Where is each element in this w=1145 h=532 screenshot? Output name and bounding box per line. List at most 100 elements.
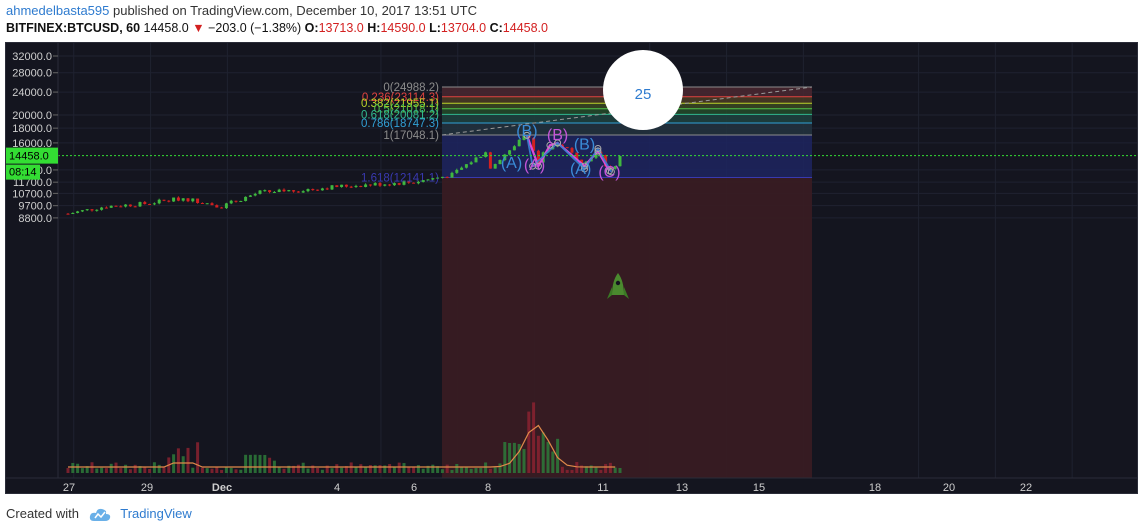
high-label: H:: [367, 21, 381, 35]
open-label: O:: [304, 21, 319, 35]
candle-body: [292, 190, 296, 192]
candle-body: [488, 152, 492, 169]
candle-body: [474, 157, 478, 163]
volume-bar: [589, 465, 593, 473]
candle-body: [234, 200, 238, 202]
volume-bar: [469, 468, 473, 473]
candle-body: [354, 185, 358, 187]
candle-body: [119, 206, 123, 208]
time-tick-label: 4: [334, 482, 340, 493]
volume-bar: [392, 466, 396, 473]
volume-bar: [484, 462, 488, 473]
price-chart[interactable]: 0(24988.2)0.236(23114.3)0.382(21955.1)0.…: [6, 43, 1137, 493]
volume-bar: [234, 469, 238, 473]
candle-body: [282, 189, 286, 192]
volume-bar: [176, 448, 180, 473]
volume-bar: [100, 467, 104, 473]
volume-bar: [85, 466, 89, 473]
time-tick-label: 27: [63, 482, 75, 493]
candle-body: [85, 209, 89, 211]
candle-body: [316, 189, 320, 191]
price-tick-label: 10700.0: [12, 188, 52, 200]
candle-body: [277, 189, 281, 193]
rocket-icon: [607, 273, 629, 299]
tradingview-link[interactable]: TradingView: [120, 506, 192, 521]
volume-bar: [426, 465, 430, 473]
volume-bar: [464, 467, 468, 473]
volume-bar: [311, 465, 315, 473]
candle-body: [296, 191, 300, 193]
candle-body: [306, 189, 310, 192]
volume-bar: [541, 432, 545, 473]
footer: Created with TradingView: [6, 506, 192, 522]
volume-bar: [258, 454, 262, 473]
wave-point: [529, 162, 537, 170]
volume-bar: [224, 467, 228, 473]
candle-body: [613, 166, 617, 169]
candle-body: [440, 176, 444, 178]
volume-bar: [119, 468, 123, 473]
candle-body: [66, 213, 70, 215]
candle-body: [152, 203, 156, 205]
volume-bar: [493, 467, 497, 473]
volume-bar: [570, 469, 574, 473]
symbol-label: BITFINEX:BTCUSD, 60: [6, 21, 141, 35]
candle-body: [512, 146, 516, 151]
wave-label: (A): [570, 161, 591, 178]
volume-bar: [66, 468, 70, 473]
candle-body: [205, 203, 209, 205]
volume-bar: [143, 466, 147, 473]
volume-bar: [287, 465, 291, 473]
volume-bar: [191, 467, 195, 473]
candle-body: [100, 207, 104, 210]
wave-point: [523, 131, 531, 139]
candle-body: [373, 183, 377, 186]
time-tick-label: 18: [869, 482, 881, 493]
volume-bar: [584, 466, 588, 473]
volume-bar: [282, 468, 286, 473]
volume-bar: [503, 442, 507, 473]
author-link[interactable]: ahmedelbasta595: [6, 3, 110, 18]
volume-bar: [445, 464, 449, 473]
tradingview-cloud-icon: [89, 508, 110, 521]
volume-bar: [416, 465, 420, 473]
volume-bar: [604, 463, 608, 473]
down-arrow-icon: ▼: [192, 21, 205, 35]
volume-bar: [104, 468, 108, 473]
volume-bar: [124, 464, 128, 473]
price-tick-label: 11700.0: [13, 177, 52, 189]
volume-bar: [263, 454, 267, 473]
volume-ma-line: [68, 424, 616, 468]
volume-bar: [373, 465, 377, 473]
volume-bar: [517, 443, 521, 473]
count-badge-label: 25: [635, 86, 652, 103]
price-axis-panel: [6, 43, 58, 478]
countdown-tag: [6, 164, 40, 180]
volume-bar: [460, 467, 464, 473]
volume-bar: [383, 465, 387, 473]
fib-level-label: 0.5(21018.1): [374, 104, 439, 116]
time-tick-label: 15: [753, 482, 765, 493]
candle-body: [527, 135, 531, 138]
volume-bar: [522, 448, 526, 473]
candle-body: [532, 137, 536, 151]
volume-bar: [306, 468, 310, 473]
volume-bar: [599, 469, 603, 473]
volume-bar: [215, 466, 219, 473]
created-with-text: Created with: [6, 506, 79, 521]
candle-body: [311, 189, 315, 191]
candle-body: [143, 202, 147, 205]
candle-body: [114, 205, 118, 207]
fib-level-label: 0.786(18747.3): [361, 118, 439, 130]
price-change: −203.0 (−1.38%): [208, 21, 302, 35]
count-badge: [603, 50, 683, 130]
volume-bar: [248, 454, 252, 473]
time-tick-label: 8: [485, 482, 491, 493]
candle-body: [148, 204, 152, 206]
fib-level-label: 1.618(12141.1): [361, 173, 439, 185]
candle-body: [349, 186, 353, 188]
low-label: L:: [429, 21, 441, 35]
candle-body: [239, 200, 243, 202]
candle-body: [162, 199, 166, 201]
candle-body: [503, 154, 507, 161]
